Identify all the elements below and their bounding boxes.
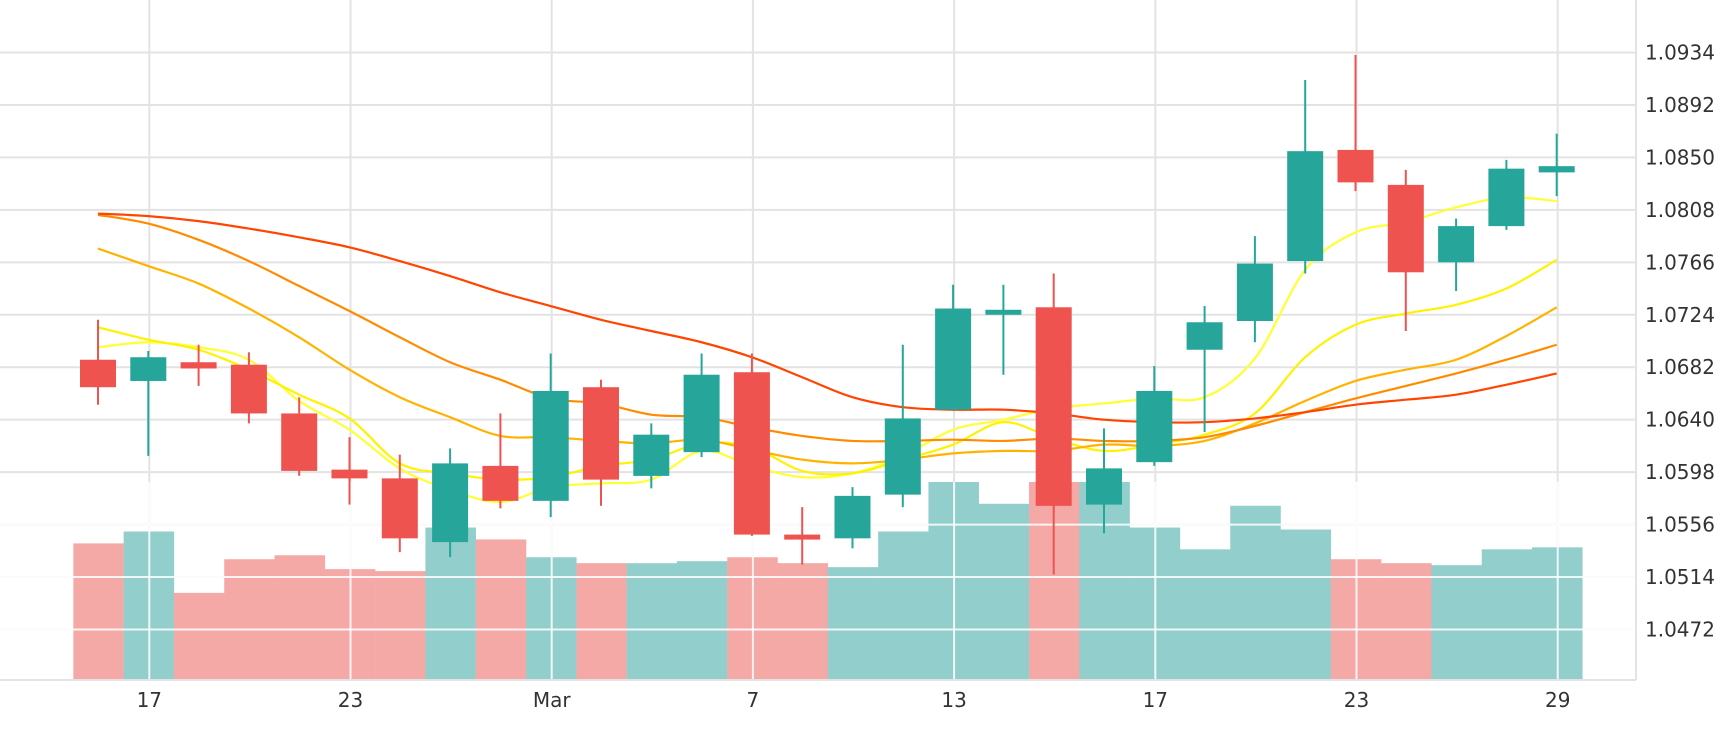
candle-body — [1236, 263, 1273, 322]
candle-body — [1086, 468, 1122, 505]
volume-bar — [978, 503, 1030, 680]
candle-body — [683, 374, 720, 453]
candle-body — [583, 387, 619, 480]
volume-bar — [173, 592, 225, 680]
volume-bar — [274, 555, 326, 680]
volume-bar — [777, 563, 829, 680]
candle-body — [482, 465, 519, 501]
y-tick-label: 1.0472 — [1645, 618, 1715, 642]
candle-body — [180, 362, 217, 369]
candle-body — [834, 495, 871, 539]
volume-bar — [827, 567, 879, 680]
y-tick-label: 1.0682 — [1645, 355, 1715, 379]
candle-body — [884, 418, 921, 495]
moving-average-line — [97, 258, 1558, 481]
y-tick-label: 1.0556 — [1645, 513, 1715, 537]
y-tick-label: 1.0514 — [1645, 565, 1715, 589]
candle-body — [331, 469, 368, 479]
volume-bar — [1431, 565, 1482, 680]
volume-bar — [73, 543, 124, 680]
volume-bar — [878, 531, 929, 680]
volume-bar — [1280, 529, 1332, 680]
y-tick-label: 1.0850 — [1645, 145, 1715, 169]
moving-average-line — [97, 212, 1557, 424]
candle-body — [1387, 184, 1424, 273]
volume-bar — [676, 561, 728, 680]
x-tick-label: Mar — [533, 688, 572, 712]
candle-body — [784, 534, 821, 540]
candle-layer — [80, 54, 1575, 575]
axis-layer: 1.0934 1.0892 1.0850 1.0808 1.0766 1.0724 1.06… — [0, 0, 1715, 712]
volume-bar — [1230, 505, 1281, 680]
y-tick-label: 1.0892 — [1645, 93, 1715, 117]
candle-body — [985, 309, 1022, 315]
moving-average-line — [97, 247, 1558, 465]
volume-bar — [1381, 563, 1432, 680]
x-tick-label: 7 — [747, 688, 760, 712]
moving-average-layer — [97, 196, 1558, 504]
candle-body — [1136, 390, 1173, 463]
candle-body — [1538, 166, 1575, 173]
volume-bar — [1179, 549, 1231, 680]
x-tick-label: 17 — [137, 688, 162, 712]
candle-body — [1186, 322, 1223, 350]
volume-bar — [375, 571, 426, 680]
y-tick-label: 1.0640 — [1645, 408, 1715, 432]
x-tick-label: 13 — [941, 688, 966, 712]
y-tick-label: 1.0808 — [1645, 198, 1715, 222]
y-tick-label: 1.0766 — [1645, 250, 1715, 274]
y-tick-label: 1.0724 — [1645, 303, 1715, 327]
candle-body — [281, 413, 318, 471]
candle-body — [935, 308, 972, 410]
volume-bar — [1481, 549, 1533, 680]
y-tick-label: 1.0934 — [1645, 41, 1715, 65]
candle-body — [633, 434, 670, 476]
grid-overlay-layer — [0, 482, 1636, 680]
candle-body — [130, 357, 167, 381]
y-tick-label: 1.0598 — [1645, 460, 1715, 484]
candle-body — [1287, 151, 1324, 262]
candle-body — [1488, 168, 1525, 227]
candle-body — [1035, 307, 1072, 506]
candle-body — [230, 364, 267, 414]
candle-body — [733, 372, 770, 535]
candle-body — [532, 390, 569, 501]
volume-bar — [626, 563, 678, 680]
candle-body — [1337, 149, 1374, 183]
volume-bar — [475, 539, 527, 680]
x-tick-label: 17 — [1143, 688, 1168, 712]
moving-average-line — [97, 196, 1557, 504]
candle-body — [1438, 226, 1475, 263]
x-tick-label: 23 — [338, 688, 363, 712]
candle-body — [80, 359, 116, 388]
candle-body — [381, 478, 418, 539]
candle-body — [432, 463, 469, 543]
volume-bar — [576, 563, 627, 680]
x-tick-label: 23 — [1344, 688, 1369, 712]
volume-bar — [224, 559, 275, 680]
x-tick-label: 29 — [1545, 688, 1570, 712]
